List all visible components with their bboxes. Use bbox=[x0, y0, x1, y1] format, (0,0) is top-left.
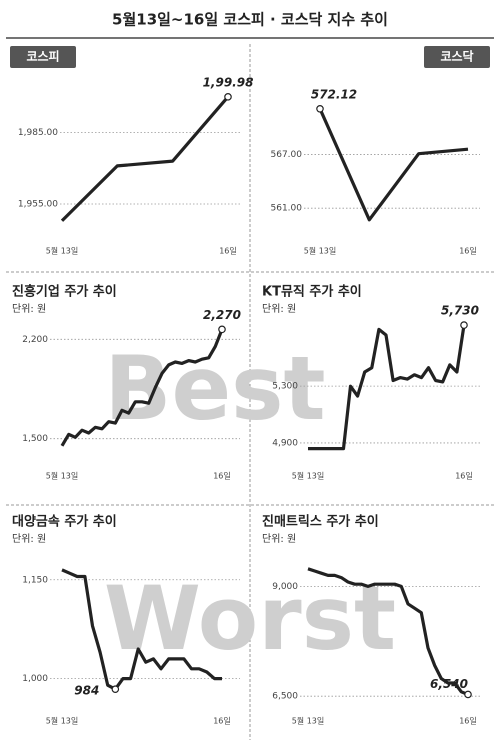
chart-subtitle: 단위: 원 bbox=[262, 302, 296, 315]
x-tick-label: 5월 13일 bbox=[304, 246, 337, 256]
y-tick-label: 5,300 bbox=[272, 382, 298, 392]
y-tick-label: 6,500 bbox=[272, 692, 298, 702]
data-line bbox=[60, 328, 224, 447]
x-tick-label: 5월 13일 bbox=[292, 471, 325, 481]
chart-subtitle: 단위: 원 bbox=[12, 302, 46, 315]
chart-title: 진흥기업 주가 추이 bbox=[12, 284, 117, 300]
y-tick-label: 567.00 bbox=[271, 150, 303, 160]
x-tick-label: 16일 bbox=[455, 472, 473, 481]
point-marker bbox=[464, 690, 472, 699]
x-tick-label: 16일 bbox=[213, 717, 231, 726]
point-marker bbox=[218, 325, 226, 334]
y-tick-label: 4,900 bbox=[272, 438, 298, 448]
point-marker bbox=[316, 105, 324, 113]
y-tick-label: 9,000 bbox=[272, 582, 298, 592]
point-marker bbox=[111, 685, 120, 693]
y-tick-label: 2,200 bbox=[22, 335, 48, 345]
x-tick-label: 16일 bbox=[459, 247, 477, 256]
value-label: 572.12 bbox=[311, 87, 357, 101]
x-tick-label: 5월 13일 bbox=[46, 246, 79, 256]
point-marker bbox=[224, 93, 232, 101]
y-tick-label: 1,985.00 bbox=[18, 128, 58, 138]
data-line bbox=[308, 324, 466, 451]
chart-title: 코스피 bbox=[26, 49, 59, 64]
value-label: 6,540 bbox=[430, 677, 468, 691]
data-line bbox=[318, 108, 469, 222]
y-tick-label: 1,955.00 bbox=[18, 200, 58, 210]
y-tick-label: 561.00 bbox=[271, 204, 303, 214]
x-tick-label: 16일 bbox=[213, 472, 231, 481]
x-tick-label: 16일 bbox=[219, 247, 237, 256]
value-label: 984 bbox=[74, 684, 99, 698]
tag-box bbox=[424, 46, 490, 68]
chart-title: 대양금속 주가 추이 bbox=[12, 514, 117, 530]
data-line bbox=[307, 567, 469, 696]
tag-box bbox=[10, 46, 76, 68]
x-tick-label: 5월 13일 bbox=[46, 716, 79, 726]
data-line bbox=[61, 568, 222, 691]
watermark: Worst bbox=[104, 567, 396, 670]
x-tick-label: 16일 bbox=[459, 717, 477, 726]
y-tick-label: 1,500 bbox=[22, 434, 48, 444]
x-tick-label: 5월 13일 bbox=[46, 471, 79, 481]
chart-title: KT뮤직 주가 추이 bbox=[262, 284, 362, 300]
point-marker bbox=[460, 321, 468, 329]
watermark: Best bbox=[104, 337, 325, 440]
y-tick-label: 1,000 bbox=[22, 674, 48, 684]
value-label: 1,99.98 bbox=[203, 75, 254, 89]
chart-title: 코스닥 bbox=[440, 49, 473, 64]
data-line bbox=[60, 95, 230, 222]
x-tick-label: 5월 13일 bbox=[292, 716, 325, 726]
chart-subtitle: 단위: 원 bbox=[262, 532, 296, 545]
chart-title: 진매트릭스 주가 추이 bbox=[262, 514, 379, 530]
value-label: 5,730 bbox=[441, 304, 479, 318]
page-title: 5월13일~16일 코스피 · 코스닥 지수 추이 bbox=[112, 11, 388, 29]
chart-subtitle: 단위: 원 bbox=[12, 532, 46, 545]
y-tick-label: 1,150 bbox=[22, 575, 48, 585]
value-label: 2,270 bbox=[203, 308, 241, 322]
